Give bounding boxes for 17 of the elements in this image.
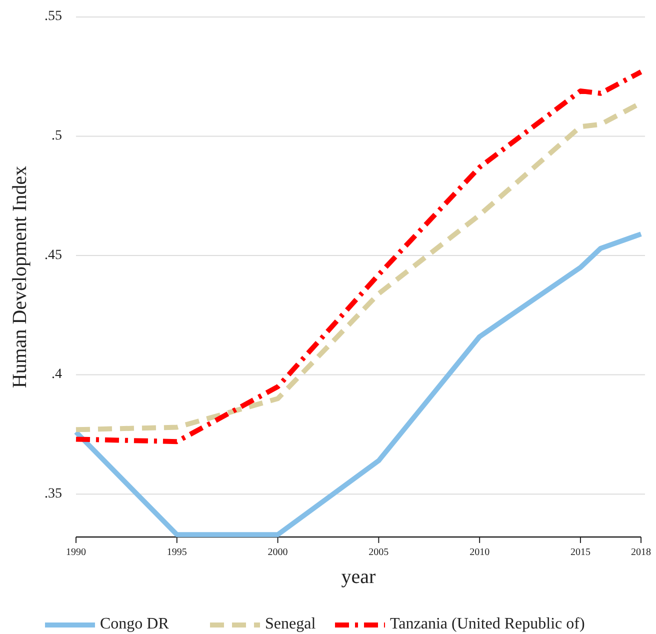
x-axis-title: year (341, 566, 376, 588)
legend-label: Senegal (265, 616, 316, 633)
legend-label: Congo DR (100, 616, 170, 633)
x-tick-label: 2018 (631, 547, 651, 558)
x-tick-label: 1990 (66, 547, 86, 558)
x-tick-label: 1995 (166, 547, 187, 558)
y-tick-label: .45 (44, 248, 62, 263)
legend-label: Tanzania (United Republic of) (390, 616, 585, 633)
x-tick-label: 2010 (470, 547, 490, 558)
y-tick-label: .35 (44, 486, 62, 502)
x-tick-label: 2000 (268, 547, 288, 558)
y-axis-title: Human Development Index (9, 166, 31, 388)
y-tick-label: .4 (52, 367, 62, 382)
y-tick-label: .5 (52, 128, 62, 144)
x-tick-label: 2015 (570, 547, 590, 558)
y-tick-label: .55 (44, 9, 62, 24)
x-tick-label: 2005 (368, 547, 389, 558)
